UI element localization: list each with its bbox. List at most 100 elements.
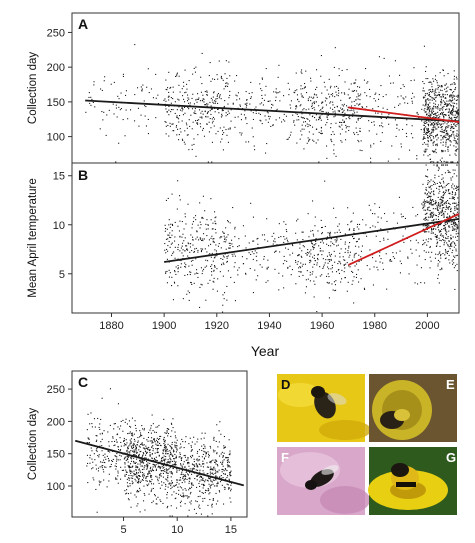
data-point (448, 111, 450, 113)
data-point (257, 243, 259, 245)
data-point (442, 100, 444, 102)
data-point (450, 126, 452, 128)
data-point (430, 232, 432, 234)
data-point (203, 135, 205, 137)
data-point (124, 421, 126, 423)
data-point (454, 169, 456, 171)
data-point (245, 116, 247, 118)
data-point (186, 88, 188, 90)
data-point (307, 98, 309, 100)
data-point (376, 266, 378, 268)
data-point (309, 138, 311, 140)
data-point (348, 265, 350, 267)
data-point (212, 459, 214, 461)
data-point (309, 125, 311, 127)
data-point (172, 455, 174, 457)
data-point (277, 76, 279, 78)
data-point (174, 431, 176, 433)
data-point (133, 433, 135, 435)
data-point (453, 202, 455, 204)
data-point (183, 479, 185, 481)
data-point (206, 462, 208, 464)
data-point (296, 106, 298, 108)
data-point (380, 228, 382, 230)
data-point (142, 475, 144, 477)
data-point (141, 444, 143, 446)
data-point (218, 97, 220, 99)
data-point (140, 435, 142, 437)
data-point (400, 263, 402, 265)
data-point (438, 117, 440, 119)
data-point (380, 258, 382, 260)
data-point (301, 128, 303, 130)
data-point (442, 120, 444, 122)
data-point (143, 500, 145, 502)
data-point (217, 278, 219, 280)
data-point (166, 453, 168, 455)
data-point (129, 442, 131, 444)
data-point (440, 161, 442, 163)
data-point (425, 226, 427, 228)
data-point (423, 142, 425, 144)
data-point (304, 86, 306, 88)
data-point (163, 482, 165, 484)
data-point (333, 207, 335, 209)
data-point (140, 465, 142, 467)
data-point (447, 133, 449, 135)
data-point (300, 130, 302, 132)
data-point (339, 126, 341, 128)
data-point (130, 441, 132, 443)
data-point (195, 500, 197, 502)
data-point (188, 80, 190, 82)
data-point (307, 137, 309, 139)
data-point (321, 226, 323, 228)
data-point (175, 451, 177, 453)
data-point (432, 232, 434, 234)
y-tick-label: 100 (47, 481, 65, 493)
data-point (433, 80, 435, 82)
data-point (115, 107, 117, 109)
data-point (187, 249, 189, 251)
data-point (168, 269, 170, 271)
data-point (436, 161, 438, 163)
data-point (222, 294, 224, 296)
data-point (403, 98, 405, 100)
data-point (193, 251, 195, 253)
data-point (193, 436, 195, 438)
data-point (201, 284, 203, 286)
data-point (434, 236, 436, 238)
data-point (430, 238, 432, 240)
data-point (216, 460, 218, 462)
data-point (132, 451, 134, 453)
data-point (379, 255, 381, 257)
data-point (359, 149, 361, 151)
data-point (113, 113, 115, 115)
data-point (256, 260, 258, 262)
data-point (343, 120, 345, 122)
data-point (348, 256, 350, 258)
data-point (436, 95, 438, 97)
data-point (309, 255, 311, 257)
data-point (443, 224, 445, 226)
data-point (144, 115, 146, 117)
data-point (426, 99, 428, 101)
data-point (92, 461, 94, 463)
data-point (199, 100, 201, 102)
data-point (358, 238, 360, 240)
data-point (353, 256, 355, 258)
data-point (134, 94, 136, 96)
data-point (194, 273, 196, 275)
data-point (159, 499, 161, 501)
data-point (108, 109, 110, 111)
x-tick-label: 1880 (99, 320, 123, 332)
data-point (138, 453, 140, 455)
data-point (201, 83, 203, 85)
data-point (441, 102, 443, 104)
data-point (196, 441, 198, 443)
data-point (108, 441, 110, 443)
data-point (210, 466, 212, 468)
data-point (193, 464, 195, 466)
data-point (224, 487, 226, 489)
data-point (127, 448, 129, 450)
data-point (345, 139, 347, 141)
